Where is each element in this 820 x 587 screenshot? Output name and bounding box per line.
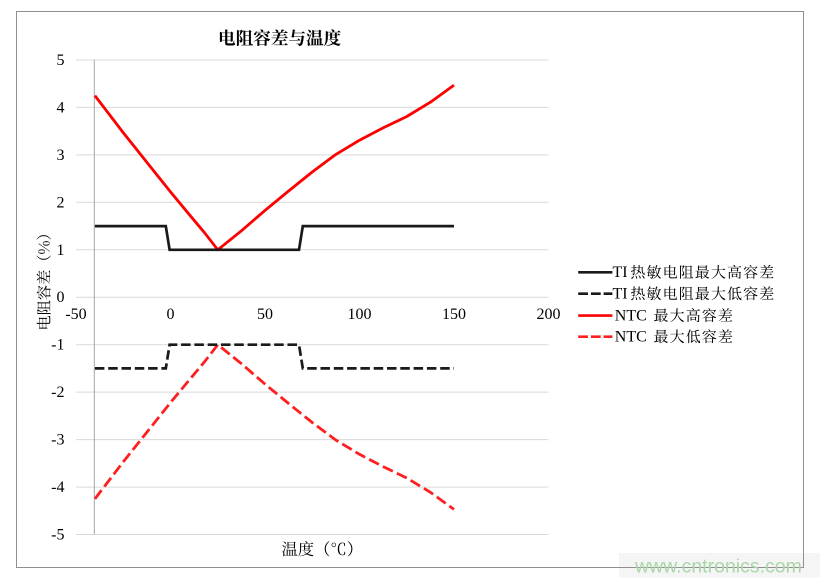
svg-text:3: 3 [57,147,65,164]
svg-text:150: 150 [442,306,466,323]
svg-text:4: 4 [57,99,65,116]
svg-text:0: 0 [167,306,175,323]
svg-text:-50: -50 [65,306,86,323]
svg-text:1: 1 [57,242,65,259]
svg-text:2: 2 [57,194,65,211]
svg-text:-2: -2 [51,384,64,401]
svg-text:-3: -3 [51,432,64,449]
svg-text:NTC: NTC [615,307,647,324]
svg-text:200: 200 [537,306,561,323]
svg-text:100: 100 [348,306,372,323]
svg-text:-1: -1 [51,337,64,354]
svg-text:-4: -4 [51,479,64,496]
svg-text:50: 50 [257,306,273,323]
svg-text:0: 0 [57,289,65,306]
svg-text:5: 5 [57,52,65,69]
svg-text:TI: TI [613,286,628,303]
svg-text:TI: TI [613,264,628,281]
svg-text:-5: -5 [51,527,64,544]
svg-text:www.cntronics.com: www.cntronics.com [634,556,802,578]
svg-text:NTC: NTC [615,329,647,346]
